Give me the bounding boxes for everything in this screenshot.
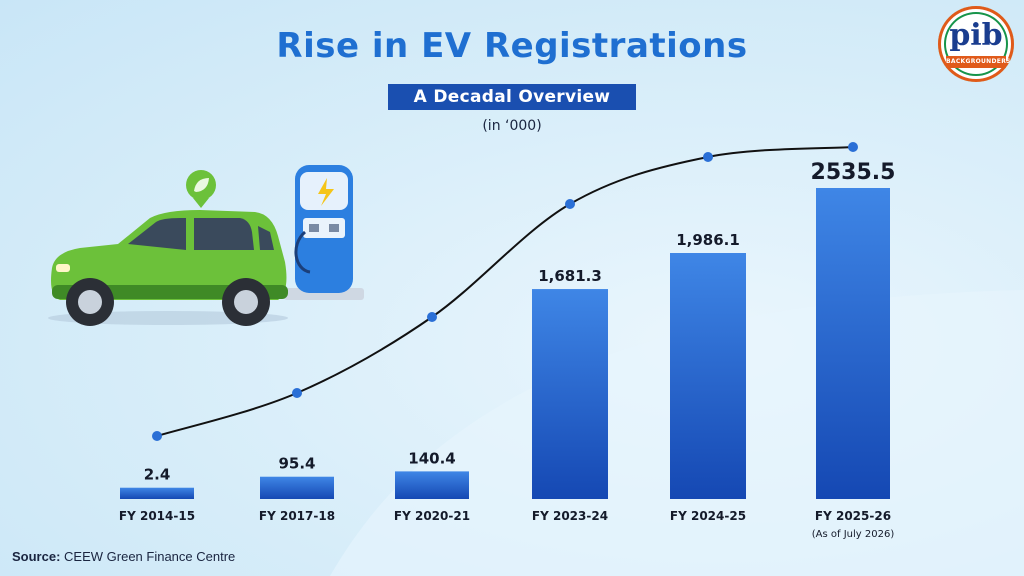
chart-title: Rise in EV Registrations	[276, 26, 748, 66]
trend-line-group	[152, 142, 858, 441]
bar-1	[260, 476, 334, 499]
subtitle-banner: A Decadal Overview	[0, 84, 1024, 110]
labels-group: 2.4 FY 2014-15 95.4 FY 2017-18 140.4 FY 2020-…	[119, 160, 896, 540]
logo-band: BACKGROUNDERS	[946, 56, 1010, 68]
bar-4	[670, 253, 746, 499]
category-label-0: FY 2014-15	[119, 509, 195, 523]
value-label-2: 140.4	[408, 449, 455, 467]
category-label-5: FY 2025-26	[815, 509, 891, 523]
trend-line	[156, 146, 854, 437]
value-label-0: 2.4	[144, 466, 171, 484]
trend-point-4	[703, 152, 713, 162]
chart-subtitle: A Decadal Overview	[387, 84, 637, 110]
trend-point-1	[292, 388, 302, 398]
category-note-5: (As of July 2026)	[812, 529, 895, 540]
value-label-5: 2535.5	[811, 160, 896, 185]
value-label-1: 95.4	[278, 455, 315, 473]
source-label: Source:	[12, 549, 61, 564]
bar-0	[120, 487, 194, 499]
pib-logo: pib BACKGROUNDERS	[938, 6, 1014, 82]
value-label-4: 1,986.1	[676, 231, 740, 249]
source-note: Source: CEEW Green Finance Centre	[12, 549, 235, 564]
category-label-4: FY 2024-25	[670, 509, 746, 523]
category-label-3: FY 2023-24	[532, 509, 608, 523]
source-text: CEEW Green Finance Centre	[64, 549, 236, 564]
trend-point-5	[848, 142, 858, 152]
unit-label: (in ‘000)	[482, 118, 542, 134]
bar-5	[816, 188, 890, 499]
bars-group	[120, 188, 890, 499]
logo-text: pib	[949, 18, 1003, 53]
category-label-2: FY 2020-21	[394, 509, 470, 523]
bar-2	[395, 471, 469, 499]
trend-point-2	[427, 312, 437, 322]
value-label-3: 1,681.3	[538, 267, 602, 285]
trend-point-0	[152, 431, 162, 441]
bar-3	[532, 289, 608, 499]
category-label-1: FY 2017-18	[259, 509, 335, 523]
trend-point-3	[565, 199, 575, 209]
